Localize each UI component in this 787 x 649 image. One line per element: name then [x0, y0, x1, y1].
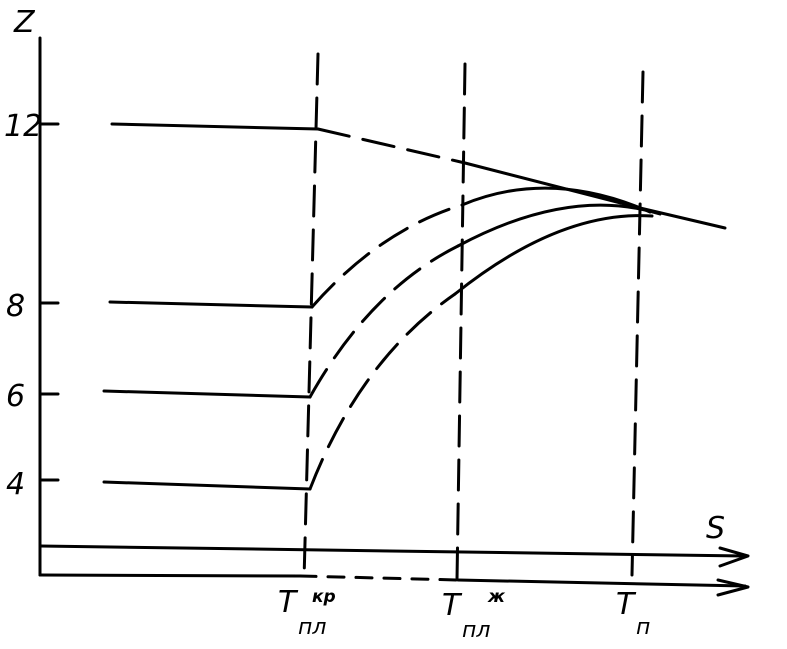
curve-8-tail: [460, 186, 652, 214]
marker-t1-sup: кр: [312, 587, 336, 607]
x-axis: [38, 573, 747, 588]
marker-t1-sub: пл: [298, 615, 326, 640]
curve-8-dashed: [310, 203, 464, 309]
marker-t3-sub: п: [636, 615, 650, 640]
y-axis-label: Z: [13, 5, 36, 40]
marker-t1-main: T: [278, 585, 299, 620]
x-axis-label: S: [706, 511, 725, 546]
arrowhead-lower: [716, 578, 750, 597]
curve-6-solid: [102, 389, 312, 399]
curve-12-solid: [110, 122, 320, 131]
curve-12-tail: [463, 161, 727, 230]
curve-6-dashed: [308, 244, 460, 399]
y-tick-label-12: 12: [4, 109, 42, 144]
marker-t2-sup: ж: [487, 587, 506, 607]
x-axis-dashed: [298, 574, 460, 582]
marker-line-t1: [302, 52, 320, 582]
curve-4-tail: [453, 214, 654, 296]
y-tick-label-8: 8: [6, 289, 25, 324]
y-tick-label-4: 4: [6, 467, 25, 502]
curve-6-tail: [456, 203, 662, 248]
x-axis-arrow: [38, 544, 747, 558]
curve-12-dashed: [316, 127, 467, 165]
curve-4-solid: [102, 480, 312, 491]
marker-t3-main: T: [616, 587, 637, 622]
curve-4-dashed: [308, 292, 457, 491]
marker-t2-main: T: [442, 588, 463, 623]
marker-line-t3: [630, 70, 645, 577]
curve-8-solid: [108, 300, 314, 309]
marker-label-t3: T п: [616, 587, 650, 640]
marker-t2-sub: пл: [462, 618, 490, 643]
arrowhead-upper: [718, 546, 750, 568]
marker-label-t2: T пл ж: [442, 587, 506, 643]
marker-label-t1: T пл кр: [278, 585, 336, 640]
y-tick-label-6: 6: [6, 379, 25, 414]
marker-line-t2: [455, 62, 467, 582]
